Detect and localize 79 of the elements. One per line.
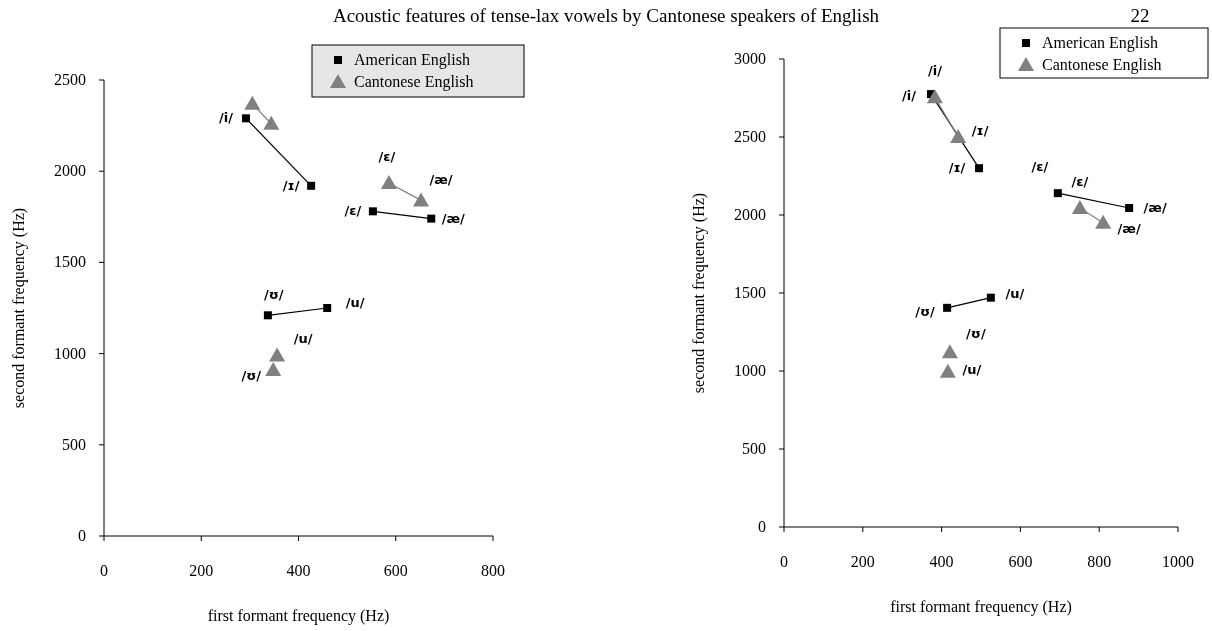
annotation: /ɛ/ <box>1031 159 1049 175</box>
x-tick-label: 0 <box>780 553 788 570</box>
point <box>244 95 261 110</box>
point <box>368 207 377 216</box>
annotation: /ʊ/ <box>966 326 986 342</box>
y-tick-label: 0 <box>78 527 86 544</box>
text: 22 <box>1130 5 1150 26</box>
annotation: /ʊ/ <box>264 287 284 303</box>
y-tick-label: 2000 <box>734 206 766 223</box>
point <box>380 175 397 190</box>
annotation: /æ/ <box>1143 199 1167 215</box>
x-tick-label: 600 <box>383 562 408 579</box>
annotation: /i/ <box>219 110 234 126</box>
point <box>269 347 286 362</box>
x-tick-label: 200 <box>850 553 875 570</box>
annotation: /æ/ <box>441 210 466 226</box>
y-axis-title: second formant frequency (Hz) <box>690 192 708 394</box>
y-tick-label: 1500 <box>734 284 766 301</box>
x-tick-label: 800 <box>1087 553 1112 570</box>
point <box>265 362 282 377</box>
annotation: /ɛ/ <box>1071 173 1089 189</box>
point <box>427 214 436 223</box>
x-tick-label: 1000 <box>1162 553 1194 570</box>
x-axis-title: first formant frequency (Hz) <box>890 598 1072 616</box>
y-tick-label: 1500 <box>54 253 86 271</box>
point <box>941 344 958 359</box>
y-axis-title: second formant frequency (Hz) <box>10 207 28 409</box>
y-tick-label: 1000 <box>734 362 766 379</box>
annotation: /i/ <box>927 63 943 79</box>
text: Acoustic features of tense-lax vowels by Cantonese speakers of English <box>332 5 880 26</box>
point <box>943 303 952 312</box>
annotation: /u/ <box>1005 285 1025 301</box>
annotation: /u/ <box>293 331 313 347</box>
point <box>241 114 250 123</box>
annotation: /ɪ/ <box>948 160 966 176</box>
point <box>307 181 316 190</box>
y-tick-label: 0 <box>758 518 766 535</box>
annotation: /æ/ <box>429 172 453 188</box>
y-tick-label: 2000 <box>54 162 86 180</box>
point <box>1071 199 1088 214</box>
point <box>323 304 332 312</box>
annotation: /i/ <box>901 88 917 104</box>
x-tick-label: 0 <box>100 562 108 579</box>
y-tick-label: 500 <box>742 440 766 457</box>
x-tick-label: 800 <box>481 562 505 579</box>
y-tick-label: 500 <box>62 435 86 453</box>
point <box>939 363 956 378</box>
point <box>1053 189 1062 198</box>
point <box>413 192 430 207</box>
point <box>263 311 272 320</box>
legend-label: American English <box>1042 34 1158 52</box>
legend-label: Cantonese English <box>354 73 474 91</box>
point <box>1125 203 1134 212</box>
y-tick-label: 2500 <box>54 71 86 88</box>
annotation: /ɛ/ <box>378 149 396 165</box>
point <box>975 164 984 173</box>
y-tick-label: 1000 <box>54 344 86 362</box>
annotation: /ɪ/ <box>282 177 300 193</box>
y-tick-label: 3000 <box>734 50 766 67</box>
x-tick-label: 400 <box>286 562 311 579</box>
x-tick-label: 600 <box>1008 553 1033 570</box>
x-tick-label: 400 <box>929 553 954 570</box>
legend-label: American English <box>354 51 470 69</box>
x-axis-title: first formant frequency (Hz) <box>207 607 390 625</box>
annotation: /u/ <box>345 295 365 310</box>
point <box>986 293 995 302</box>
point <box>263 115 280 130</box>
y-tick-label: 2500 <box>734 128 766 145</box>
x-tick-label: 200 <box>189 562 214 579</box>
point <box>1095 214 1112 229</box>
annotation: /u/ <box>962 361 982 377</box>
point <box>950 129 967 143</box>
point <box>926 89 943 104</box>
annotation: /ɛ/ <box>344 203 362 219</box>
annotation: /ɪ/ <box>971 123 989 138</box>
annotation: /ʊ/ <box>241 368 262 384</box>
legend-label: Cantonese English <box>1042 56 1162 74</box>
annotation: /æ/ <box>1117 220 1141 236</box>
annotation: /ʊ/ <box>915 303 936 319</box>
